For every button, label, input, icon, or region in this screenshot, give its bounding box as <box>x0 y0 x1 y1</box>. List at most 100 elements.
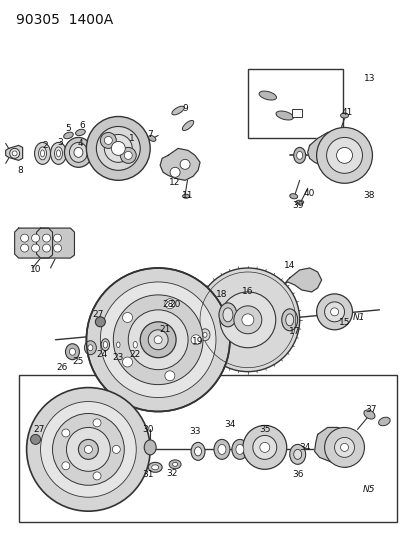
Ellipse shape <box>131 339 139 351</box>
Text: 14: 14 <box>283 261 295 270</box>
Text: 26: 26 <box>57 363 68 372</box>
Circle shape <box>233 306 261 334</box>
Text: 13: 13 <box>363 74 374 83</box>
Text: 30: 30 <box>142 425 154 434</box>
Ellipse shape <box>116 342 120 348</box>
Text: 24: 24 <box>97 350 108 359</box>
Circle shape <box>316 127 372 183</box>
Text: 17: 17 <box>288 327 300 336</box>
Ellipse shape <box>218 303 236 327</box>
Circle shape <box>9 148 19 158</box>
Text: 41: 41 <box>341 108 352 117</box>
Circle shape <box>334 438 354 457</box>
Circle shape <box>100 282 216 398</box>
Ellipse shape <box>64 132 73 139</box>
Circle shape <box>93 472 101 480</box>
Circle shape <box>111 141 125 156</box>
Circle shape <box>66 427 110 471</box>
Text: 32: 32 <box>166 469 177 478</box>
Ellipse shape <box>281 309 297 331</box>
Ellipse shape <box>214 439 229 459</box>
Bar <box>43 232 70 254</box>
Ellipse shape <box>84 341 96 354</box>
Text: 12: 12 <box>169 178 180 187</box>
Ellipse shape <box>289 193 297 199</box>
Text: 38: 38 <box>363 191 374 200</box>
Ellipse shape <box>295 200 303 204</box>
Ellipse shape <box>194 447 201 456</box>
Circle shape <box>219 292 275 348</box>
Circle shape <box>31 434 40 445</box>
Text: 5: 5 <box>65 124 71 133</box>
Ellipse shape <box>169 460 180 469</box>
Text: 22: 22 <box>129 350 140 359</box>
Circle shape <box>326 138 362 173</box>
Text: 28: 28 <box>162 301 173 309</box>
Ellipse shape <box>65 344 79 360</box>
Text: 34: 34 <box>224 420 235 429</box>
Circle shape <box>31 244 40 252</box>
Ellipse shape <box>196 324 214 346</box>
Circle shape <box>31 234 40 242</box>
Text: 37: 37 <box>365 405 376 414</box>
Text: 25: 25 <box>73 357 84 366</box>
Ellipse shape <box>114 340 121 350</box>
Circle shape <box>336 148 351 163</box>
Polygon shape <box>6 146 23 160</box>
Ellipse shape <box>217 445 225 454</box>
Circle shape <box>43 234 50 242</box>
Circle shape <box>84 446 92 454</box>
Bar <box>21 232 48 254</box>
Polygon shape <box>14 228 52 258</box>
Ellipse shape <box>133 342 137 348</box>
Ellipse shape <box>231 439 247 459</box>
Text: 40: 40 <box>303 189 315 198</box>
Ellipse shape <box>285 314 293 326</box>
Text: N1: N1 <box>352 313 365 322</box>
Circle shape <box>252 435 276 459</box>
Ellipse shape <box>38 147 46 160</box>
Ellipse shape <box>296 151 302 159</box>
Ellipse shape <box>293 148 305 163</box>
Text: 31: 31 <box>142 470 154 479</box>
Circle shape <box>21 234 28 242</box>
Text: 19: 19 <box>192 337 203 346</box>
Circle shape <box>143 325 173 354</box>
Circle shape <box>12 151 17 156</box>
Polygon shape <box>36 228 74 258</box>
Ellipse shape <box>259 91 276 100</box>
Text: 34: 34 <box>298 443 310 452</box>
Circle shape <box>62 462 70 470</box>
Text: 27: 27 <box>33 425 44 434</box>
Circle shape <box>170 167 180 177</box>
Circle shape <box>112 446 120 454</box>
Circle shape <box>53 234 62 242</box>
Circle shape <box>259 442 269 453</box>
Ellipse shape <box>235 445 243 454</box>
Circle shape <box>241 314 253 326</box>
Ellipse shape <box>151 465 158 470</box>
Circle shape <box>93 419 101 427</box>
Ellipse shape <box>35 142 50 164</box>
Text: 90305  1400A: 90305 1400A <box>16 13 113 27</box>
Ellipse shape <box>74 148 83 157</box>
Ellipse shape <box>56 150 60 157</box>
Polygon shape <box>284 268 321 292</box>
Ellipse shape <box>148 462 162 472</box>
Ellipse shape <box>75 130 85 135</box>
Ellipse shape <box>55 147 62 160</box>
Text: 7: 7 <box>147 130 153 139</box>
Text: 20: 20 <box>169 301 180 309</box>
Polygon shape <box>314 427 361 467</box>
Circle shape <box>122 312 132 322</box>
Circle shape <box>122 357 132 367</box>
Circle shape <box>190 335 201 345</box>
Ellipse shape <box>103 342 107 348</box>
Ellipse shape <box>340 113 348 118</box>
Text: 11: 11 <box>182 191 193 200</box>
Circle shape <box>154 336 162 344</box>
Text: 33: 33 <box>189 427 200 436</box>
Text: 2: 2 <box>43 141 48 150</box>
Text: 36: 36 <box>291 470 303 479</box>
Text: 10: 10 <box>30 265 41 274</box>
